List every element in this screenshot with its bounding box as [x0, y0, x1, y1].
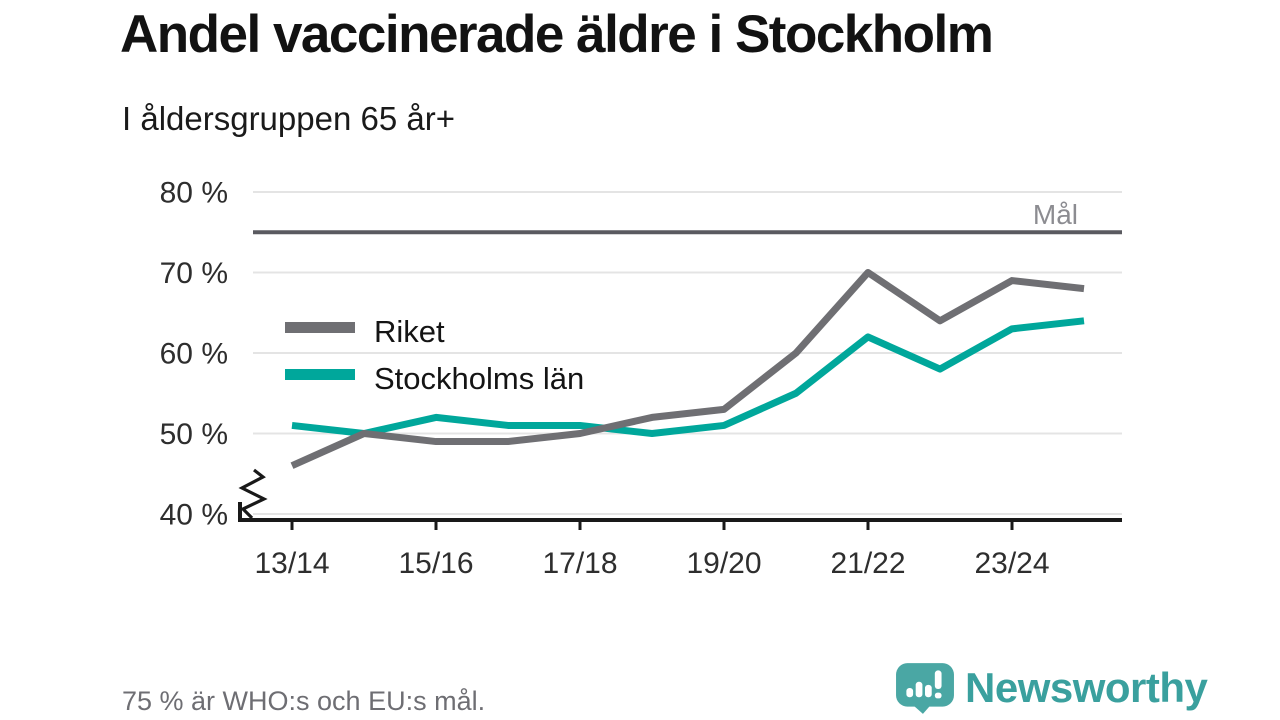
legend-label-stockholms-lan: Stockholms län — [374, 361, 584, 396]
data-series — [290, 269, 1085, 469]
y-axis-label: 70 % — [160, 257, 228, 290]
logo-exclamation-dot — [934, 692, 942, 699]
vaccination-line-chart: Mål Riket Stockholms län 80 % 70 % 60 % 50 … — [160, 177, 1122, 580]
newsworthy-logo-icon — [896, 663, 954, 714]
axis-break-icon — [238, 468, 268, 520]
page-subtitle: I åldersgruppen 65 år+ — [122, 100, 455, 137]
logo-bar-1 — [906, 688, 914, 698]
logo-bar-3 — [925, 684, 932, 698]
x-axis-labels: 13/14 15/16 17/18 19/20 21/22 23/24 — [254, 547, 1049, 580]
riket-line — [290, 269, 1085, 469]
y-axis-label: 60 % — [160, 338, 228, 371]
y-axis-label: 40 % — [160, 499, 228, 532]
x-axis-ticks — [290, 520, 1014, 530]
footer-note: 75 % är WHO:s och EU:s mål. — [122, 686, 486, 716]
newsworthy-wordmark: Newsworthy — [965, 664, 1208, 711]
y-axis-label: 80 % — [160, 177, 228, 210]
x-axis-label: 19/20 — [686, 547, 761, 580]
logo-exclamation-bar — [934, 670, 942, 690]
x-axis-label: 21/22 — [830, 547, 905, 580]
legend-swatch-riket — [285, 322, 355, 333]
goal-label: Mål — [1033, 199, 1078, 230]
legend-swatch-stockholms-lan — [285, 369, 355, 380]
y-axis-labels: 80 % 70 % 60 % 50 % 40 % — [160, 177, 228, 532]
x-axis-line — [238, 502, 1122, 522]
legend: Riket Stockholms län — [285, 314, 584, 396]
page-title: Andel vaccinerade äldre i Stockholm — [120, 5, 994, 64]
x-axis-label: 13/14 — [254, 547, 329, 580]
chart-area: Mål Riket Stockholms län 80 % 70 % 60 % 50 … — [0, 170, 1280, 600]
x-axis-label: 15/16 — [398, 547, 473, 580]
x-axis — [238, 502, 1122, 522]
legend-label-riket: Riket — [374, 314, 445, 349]
y-axis-label: 50 % — [160, 418, 228, 451]
stockholms-lan-line — [291, 317, 1085, 437]
x-axis-label: 23/24 — [974, 547, 1049, 580]
logo-bar-2 — [915, 681, 923, 698]
gridlines — [253, 191, 1122, 515]
newsworthy-logo: Newsworthy — [895, 662, 1208, 714]
x-axis-label: 17/18 — [542, 547, 617, 580]
